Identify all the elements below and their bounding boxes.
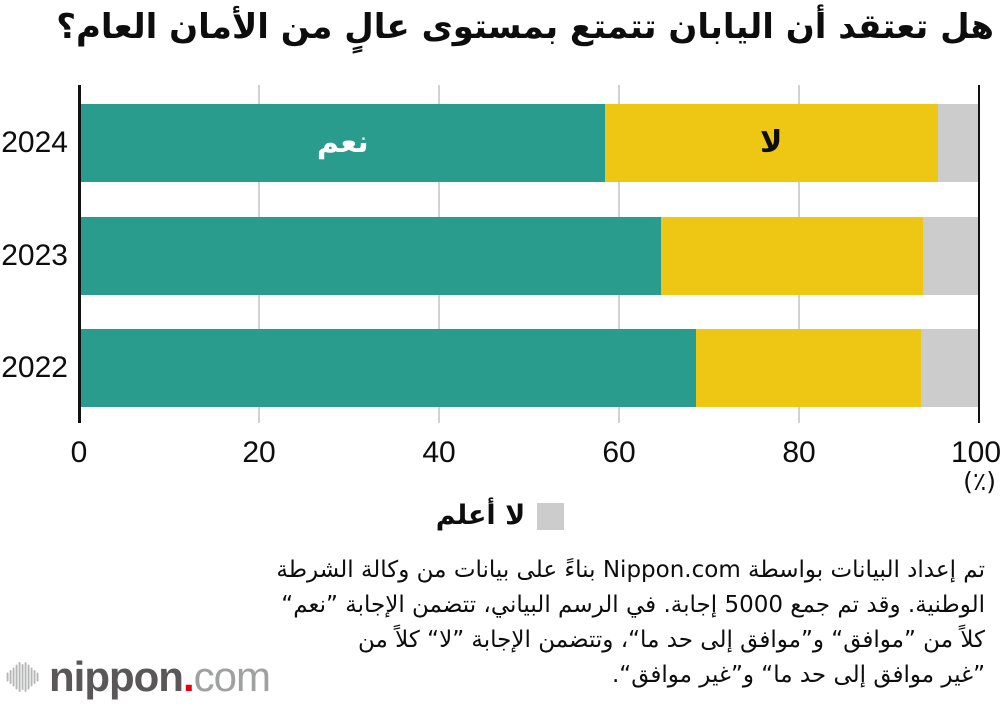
- logo-wordmark: nippon.com: [49, 653, 271, 701]
- legend-swatch-dontknow: [537, 502, 565, 530]
- source-note-line: الوطنية. وقد تم جمع 5000 إجابة. في الرسم…: [281, 592, 985, 618]
- bar-segment-no: لا: [604, 104, 938, 182]
- x-tick-label-20: 20: [242, 436, 276, 469]
- axis-spine-right: [977, 85, 980, 423]
- x-tick-label-100: 100: [950, 436, 1000, 469]
- bar-segment-dontknow: [937, 104, 979, 182]
- legend: لا أعلم: [0, 500, 1000, 532]
- nippon-logo-wave-icon: [6, 662, 39, 692]
- nippon-logo: nippon.com: [6, 651, 271, 703]
- axis-unit-label: (٪): [963, 467, 996, 496]
- source-note-line: ”غير موافق إلى حد ما“ و”غير موافق“.: [612, 662, 985, 688]
- source-note: تم إعداد البيانات بواسطة Nippon.com بناء…: [20, 553, 985, 693]
- bar-label-no: لا: [759, 125, 783, 160]
- source-note-line: كلاً من ”موافق“ و”موافق إلى حد ما“، وتتض…: [358, 627, 985, 653]
- x-tick-label-80: 80: [782, 436, 816, 469]
- bar-segment-yes: نعم: [81, 104, 605, 182]
- bar-label-yes: نعم: [316, 125, 369, 160]
- logo-wordmark-com: com: [193, 653, 271, 700]
- bar-segment-yes: [81, 329, 697, 407]
- x-tick-label-60: 60: [602, 436, 636, 469]
- logo-red-dot-icon: .: [182, 653, 195, 700]
- plot-area: نعم لا: [78, 85, 980, 423]
- bar-row-2024: نعم لا: [81, 104, 979, 182]
- bar-segment-dontknow: [923, 217, 979, 295]
- axis-spine-left: [78, 85, 81, 423]
- bar-row-2023: [81, 217, 979, 295]
- bar-segment-yes: [81, 217, 662, 295]
- source-note-line: تم إعداد البيانات بواسطة Nippon.com بناء…: [276, 557, 985, 583]
- logo-wordmark-nippon: nippon: [49, 653, 184, 700]
- chart-title: هل تعتقد أن اليابان تتمتع بمستوى عالٍ من…: [56, 7, 994, 47]
- bar-row-2022: [81, 329, 979, 407]
- bar-segment-no: [696, 329, 921, 407]
- x-tick-label-0: 0: [70, 436, 88, 469]
- year-label-2024: 2024: [1, 126, 68, 159]
- x-tick-label-40: 40: [422, 436, 456, 469]
- bar-segment-no: [661, 217, 924, 295]
- year-label-2023: 2023: [1, 239, 68, 272]
- bar-segment-dontknow: [920, 329, 979, 407]
- legend-label-dontknow: لا أعلم: [435, 500, 526, 531]
- year-label-2022: 2022: [1, 351, 68, 384]
